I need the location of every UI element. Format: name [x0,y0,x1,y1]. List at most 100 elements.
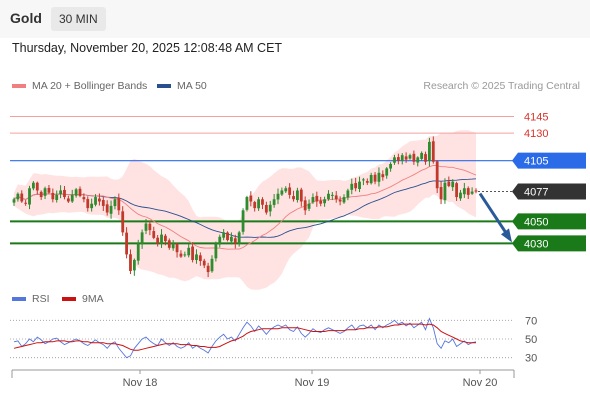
candle-body [32,182,35,189]
candle-body [455,183,458,198]
ma9-label: 9MA [82,293,104,305]
timestamp: Thursday, November 20, 2025 12:08:48 AM … [12,41,283,55]
candle-body [354,183,358,189]
candle-body [365,181,369,183]
candle-body [152,231,156,238]
candle-body [59,190,62,194]
candles [12,136,478,278]
candle-body [109,205,113,214]
ma20-label: MA 20 + Bollinger Bands [32,80,148,92]
candle-body [408,155,412,159]
candle-body [74,189,78,196]
ma50-swatch [157,84,171,88]
legend-rsi: RSI [12,293,50,305]
candle-body [82,197,86,200]
candle-body [443,182,447,201]
instrument-title: Gold [10,10,42,26]
candle-body [299,189,303,202]
candle-body [416,157,420,163]
pivot-label-box-4105 [512,152,586,169]
timeframe-selector[interactable]: 30 MIN [51,7,106,31]
bollinger-band-fill [14,130,476,290]
support-label-4030: 4030 [524,238,548,250]
candle-body [175,243,179,253]
candle-body [330,194,334,196]
candle-body [424,154,427,162]
candle-body [276,193,280,200]
candle-body [129,254,132,271]
candle-body [307,203,311,209]
x-tick-label: Nov 20 [463,377,498,389]
candle-body [319,200,323,204]
candle-body [261,199,264,205]
candle-body [187,247,191,256]
candle-body [121,211,125,233]
support-label-box-4050 [512,213,586,230]
candle-body [373,174,377,182]
candle-body [39,191,43,198]
bollinger-band [14,130,476,290]
ma50-label: MA 50 [177,80,207,92]
candle-body [268,204,272,212]
candle-body [70,194,74,202]
ma20-line [13,164,477,250]
forecast-arrow-shaft [478,192,509,236]
candle-body [264,204,268,213]
rsi-tick-50: 50 [525,334,537,346]
current-price-box [512,183,586,200]
candle-body [86,199,90,209]
candle-body [303,200,307,211]
candle-body [381,174,385,178]
candle-body [51,192,55,200]
candle-body [191,246,194,260]
candle-body [435,161,439,189]
rsi-line [13,317,477,359]
candle-body [55,194,59,200]
candle-body [245,197,249,210]
candle-body [156,237,160,244]
moving-averages [13,164,477,250]
candle-body [466,188,470,195]
candle-body [280,190,284,195]
candle-body [125,232,128,255]
candle-body [164,235,167,242]
candle-body [327,193,330,200]
pivot-label-4105: 4105 [524,156,548,168]
candle-body [311,197,315,203]
candle-body [94,197,97,205]
candle-body [272,199,276,205]
candle-body [160,234,163,244]
candle-body [210,258,214,272]
rsi-swatch [12,297,26,301]
candle-body [226,232,229,241]
candle-body [350,183,354,190]
price-level-labels: 4145 4130 4105 4077 4050 4030 [512,112,586,252]
candle-body [47,187,51,193]
candle-body [288,187,292,195]
candle-body [404,156,408,160]
candle-body [249,195,253,202]
rsi-ma9-line [13,323,476,351]
x-axis: Nov 18 Nov 19 Nov 20 [11,369,515,389]
candle-body [20,193,24,202]
candle-body [296,190,299,201]
x-tick-label: Nov 18 [123,377,158,389]
candle-body [140,232,144,245]
candle-body [334,195,338,200]
candle-body [132,259,136,271]
candle-body [183,254,187,256]
candle-body [396,157,400,161]
support-label-box-4030 [512,235,586,252]
candle-body [206,265,210,273]
candle-body [338,199,342,202]
candle-body [202,260,206,266]
candle-body [284,188,288,192]
candle-body [237,232,241,244]
candle-body [101,200,105,206]
candle-body [148,223,152,231]
candle-body [428,141,431,162]
candle-body [105,204,109,213]
candle-body [346,190,350,198]
ma9-swatch [62,297,76,301]
